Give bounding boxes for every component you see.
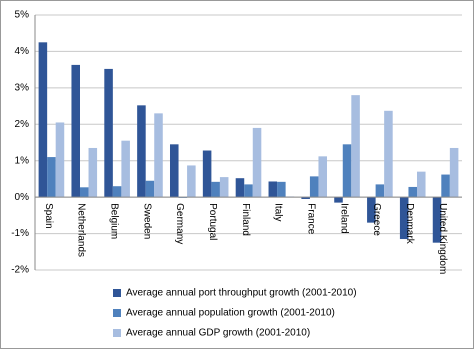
- x-tick-label: Greece: [371, 203, 382, 236]
- x-tick-label: Ireland: [338, 203, 349, 234]
- bar: [55, 122, 65, 198]
- x-tick-label: Belgium: [108, 203, 119, 239]
- bar: [334, 197, 343, 203]
- bar: [38, 42, 48, 198]
- bar: [277, 181, 286, 198]
- bar: [137, 105, 146, 198]
- bar: [154, 113, 163, 198]
- bar: [432, 197, 442, 243]
- x-tick-label: Italy: [273, 203, 284, 221]
- bar: [211, 181, 220, 198]
- bar: [318, 156, 328, 198]
- bar: [244, 184, 253, 198]
- legend-label: Average annual port throughput growth (2…: [126, 288, 357, 299]
- y-tick-label: -2%: [11, 265, 29, 276]
- legend-label: Average annual GDP growth (2001-2010): [126, 328, 310, 339]
- bar: [309, 176, 319, 198]
- y-tick-label: 0%: [15, 192, 30, 203]
- legend-swatch: [113, 329, 121, 337]
- legend-swatch: [113, 309, 121, 317]
- x-tick-label: Sweden: [141, 203, 152, 239]
- y-tick-label: 5%: [15, 10, 30, 21]
- bar: [342, 144, 352, 198]
- bar: [252, 127, 262, 198]
- bar: [351, 95, 360, 198]
- bar: [219, 177, 229, 198]
- y-tick-label: 4%: [15, 46, 30, 57]
- bar: [449, 147, 459, 198]
- legend-swatch: [113, 289, 121, 297]
- x-tick-label: Netherlands: [76, 203, 87, 257]
- x-tick-label: Spain: [43, 203, 54, 229]
- x-tick-label: Germany: [174, 203, 185, 244]
- y-tick-label: 2%: [15, 119, 30, 130]
- x-tick-label: Portugal: [207, 203, 218, 240]
- bar: [367, 197, 376, 223]
- bar: [145, 180, 155, 198]
- x-tick-label: Denmark: [404, 203, 415, 245]
- bar: [112, 186, 122, 198]
- bar: [384, 110, 393, 198]
- bar: [301, 197, 310, 199]
- x-tick-label: Finland: [240, 203, 251, 236]
- x-tick-label: France: [306, 203, 317, 235]
- bar: [47, 157, 56, 198]
- bar: [104, 68, 113, 198]
- bar: [235, 178, 245, 198]
- bar: [417, 171, 426, 198]
- bar: [187, 165, 196, 198]
- y-tick-label: 1%: [15, 155, 30, 166]
- bar: [375, 184, 385, 198]
- bar: [71, 64, 80, 198]
- bar: [399, 197, 409, 240]
- bar: [121, 140, 130, 198]
- bar: [268, 181, 278, 198]
- bar: [408, 186, 418, 198]
- bar: [169, 144, 179, 198]
- bar: [202, 150, 212, 198]
- bar: [88, 147, 98, 198]
- y-tick-label: -1%: [11, 228, 29, 239]
- legend-label: Average annual population growth (2001-2…: [126, 308, 335, 319]
- x-tick-label: United Kingdom: [437, 203, 448, 274]
- bar: [441, 174, 450, 198]
- y-tick-label: 3%: [15, 82, 30, 93]
- bar: [79, 187, 89, 198]
